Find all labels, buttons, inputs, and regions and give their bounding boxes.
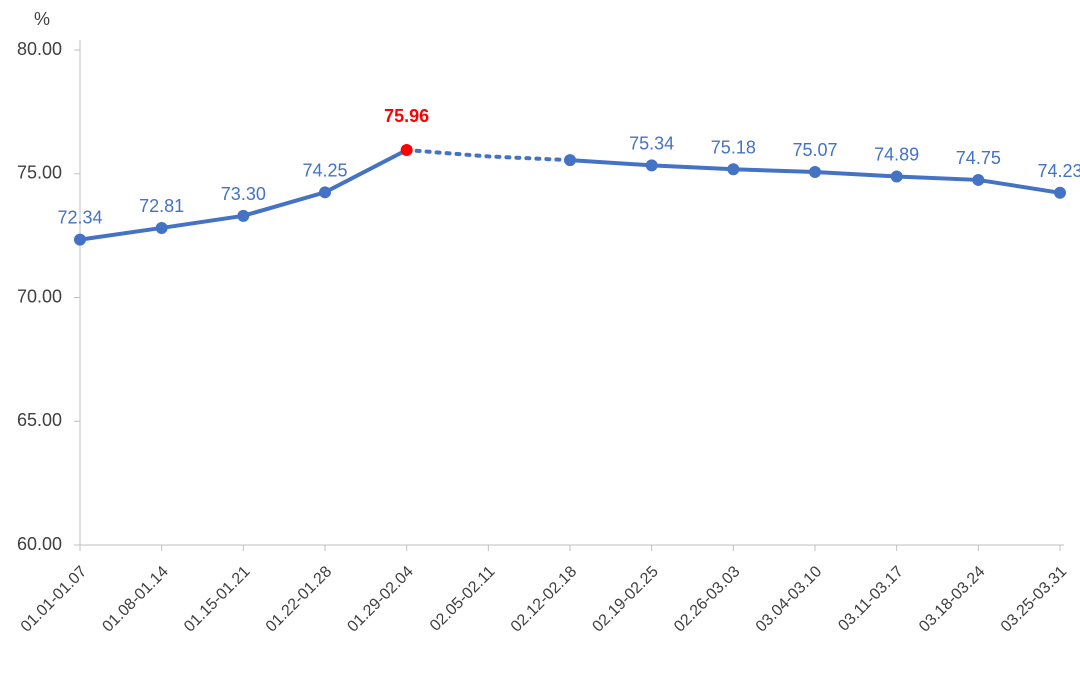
data-point (1054, 187, 1066, 199)
y-tick-label: 65.00 (17, 410, 62, 430)
y-tick-label: 60.00 (17, 534, 62, 554)
y-tick-label: 80.00 (17, 39, 62, 59)
data-point (891, 170, 903, 182)
data-label: 75.96 (384, 106, 429, 126)
data-point (156, 222, 168, 234)
y-tick-label: 75.00 (17, 163, 62, 183)
data-label: 74.23 (1037, 161, 1080, 181)
data-point (972, 174, 984, 186)
y-axis-unit: % (34, 9, 50, 29)
data-label: 75.18 (711, 137, 756, 157)
chart-svg: 60.0065.0070.0075.0080.00%01.01-01.0701.… (0, 0, 1080, 675)
data-label: 74.89 (874, 144, 919, 164)
data-point (809, 166, 821, 178)
line-chart: 60.0065.0070.0075.0080.00%01.01-01.0701.… (0, 0, 1080, 675)
data-label: 74.25 (302, 160, 347, 180)
data-point (237, 210, 249, 222)
data-label: 72.81 (139, 196, 184, 216)
data-label: 73.30 (221, 184, 266, 204)
data-point (646, 159, 658, 171)
data-point-highlight (401, 144, 413, 156)
data-point (319, 186, 331, 198)
data-label: 75.34 (629, 133, 674, 153)
data-point (564, 154, 576, 166)
data-label: 75.07 (792, 140, 837, 160)
data-point (74, 234, 86, 246)
data-label: 72.34 (57, 208, 102, 228)
data-point (727, 163, 739, 175)
data-label: 74.75 (956, 148, 1001, 168)
y-tick-label: 70.00 (17, 286, 62, 306)
